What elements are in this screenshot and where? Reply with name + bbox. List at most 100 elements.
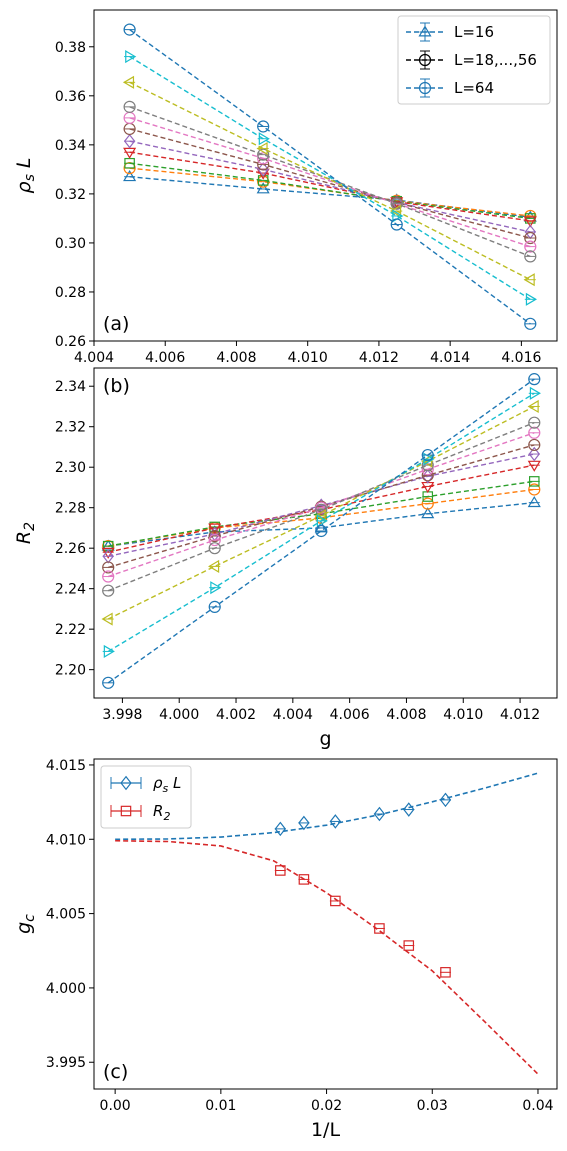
y-tick-label: 2.32	[55, 420, 86, 436]
y-tick-label: 4.015	[46, 758, 86, 774]
x-tick-label: 0.00	[100, 1098, 131, 1114]
x-axis-label: 1/L	[311, 1119, 340, 1141]
axes-frame	[93, 758, 558, 1090]
legend-marker	[418, 25, 432, 37]
legend-marker	[120, 775, 132, 791]
data-point	[527, 495, 541, 508]
x-tick-label: 4.012	[500, 707, 540, 723]
series-line-2	[129, 162, 531, 220]
data-point	[208, 523, 222, 535]
y-tick-label: 2.22	[55, 622, 86, 638]
data-point	[257, 162, 269, 177]
plot-area	[122, 23, 537, 330]
x-tick-label: 0.01	[205, 1098, 236, 1114]
panel-label: (c)	[103, 1061, 128, 1083]
data-point	[298, 815, 310, 831]
x-tick-label: 4.002	[216, 707, 256, 723]
y-tick-label: 0.36	[55, 89, 86, 105]
data-point	[329, 814, 342, 829]
y-tick-label: 4.010	[46, 832, 86, 848]
series-line-2	[108, 480, 535, 547]
x-tick-label: 0.04	[522, 1098, 553, 1114]
series-line-10	[129, 29, 531, 325]
x-axis-label: g	[319, 728, 331, 750]
legend: L=16 L=18,...,56 L=64	[397, 15, 551, 105]
x-tick-label: 4.012	[359, 350, 399, 366]
x-tick-label: 4.006	[330, 707, 370, 723]
y-tick-label: 0.32	[55, 187, 86, 203]
y-axis-label: gc	[13, 914, 38, 934]
data-point	[123, 170, 137, 182]
legend-label: R2	[153, 802, 170, 823]
panel-label: (a)	[103, 313, 129, 335]
y-tick-label: 0.26	[55, 334, 86, 350]
plot-area	[115, 772, 539, 1075]
series-line-6	[107, 432, 535, 578]
x-tick-label: 4.014	[430, 350, 470, 366]
data-point	[102, 548, 114, 564]
data-point	[373, 806, 386, 822]
series-line-6	[129, 117, 531, 248]
legend-label: L=18,...,56	[454, 51, 537, 69]
series-line-8	[129, 81, 531, 281]
axes-frame	[93, 367, 558, 699]
legend-box	[100, 765, 192, 829]
y-tick-label: 4.005	[46, 907, 86, 923]
y-tick-label: 2.28	[55, 501, 86, 517]
y-tick-label: 0.34	[55, 138, 86, 154]
y-axis-label: R2	[13, 522, 38, 544]
y-tick-label: 2.30	[55, 460, 86, 476]
y-axis-label: ρs L	[13, 158, 38, 194]
x-tick-label: 4.000	[159, 707, 199, 723]
legend: ρs L R2	[100, 765, 192, 829]
y-tick-label: 0.28	[55, 285, 86, 301]
data-point	[123, 133, 136, 149]
fit-curve-1	[115, 839, 539, 1075]
y-tick-label: 2.34	[55, 379, 86, 395]
data-point	[403, 802, 415, 817]
data-point	[523, 216, 537, 228]
series-line-0	[129, 176, 531, 218]
y-tick-label: 0.30	[55, 236, 86, 252]
y-tick-label: 2.20	[55, 663, 86, 679]
y-tick-label: 2.24	[55, 582, 86, 598]
legend-label: ρs L	[153, 774, 181, 795]
data-point	[274, 821, 287, 837]
x-tick-label: 3.998	[102, 707, 142, 723]
panel-label: (b)	[103, 375, 130, 397]
x-tick-label: 4.016	[501, 350, 541, 366]
series-line-3	[129, 151, 531, 222]
x-tick-label: 4.010	[288, 350, 328, 366]
x-tick-label: 4.004	[74, 350, 114, 366]
legend-box	[397, 15, 551, 105]
y-tick-label: 0.38	[55, 40, 86, 56]
panel-b: 3.998 4.000 4.002 4.004 4.006 4.008 4.010 4.012…	[13, 367, 558, 750]
y-tick-label: 3.995	[46, 1055, 86, 1071]
panel-a: 4.004 4.006 4.008 4.010 4.012 4.014 4.016 0.26 0…	[13, 9, 558, 366]
x-tick-label: 0.02	[311, 1098, 342, 1114]
series-line-7	[129, 106, 531, 258]
x-tick-label: 4.004	[273, 707, 313, 723]
data-point	[256, 182, 270, 194]
x-tick-label: 4.010	[443, 707, 483, 723]
y-tick-label: 4.000	[46, 981, 86, 997]
x-tick-label: 0.03	[417, 1098, 448, 1114]
series-line-5	[108, 444, 535, 569]
legend-label: L=16	[454, 23, 494, 41]
axes-frame	[93, 9, 558, 342]
fit-curve-0	[115, 772, 539, 841]
y-tick-label: 2.26	[55, 541, 86, 557]
series-line-4	[129, 140, 531, 233]
series-line-5	[129, 128, 531, 239]
plot-area	[101, 373, 541, 689]
data-point	[528, 446, 540, 462]
series-line-9	[129, 55, 531, 300]
data-point	[439, 792, 452, 808]
data-point	[314, 521, 328, 533]
x-tick-label: 4.006	[145, 350, 185, 366]
x-tick-label: 4.008	[216, 350, 256, 366]
x-tick-label: 4.008	[386, 707, 426, 723]
series-line-10	[107, 378, 535, 684]
